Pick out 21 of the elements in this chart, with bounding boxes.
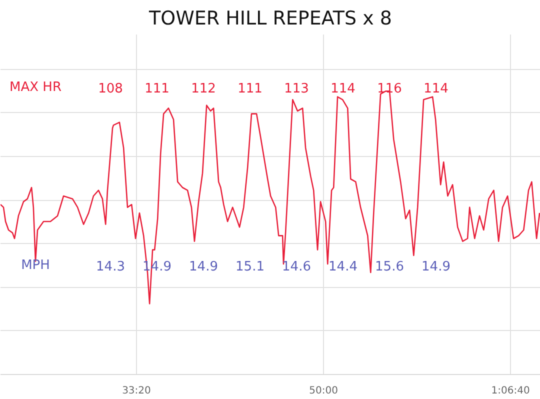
annotation: 111 (144, 82, 170, 96)
x-tick-label: 33:20 (122, 386, 151, 396)
annotation: 112 (191, 82, 216, 96)
annotation: 14.4 (328, 260, 358, 274)
annotation: 14.9 (422, 260, 450, 274)
annotation: 108 (98, 82, 123, 96)
annotation: 15.1 (236, 260, 264, 274)
chart-title: TOWER HILL REPEATS x 8 (148, 8, 392, 30)
annotation: 14.9 (189, 260, 218, 274)
annotation: MPH (21, 258, 50, 273)
annotation: 14.6 (282, 260, 311, 274)
annotation: 116 (377, 82, 402, 96)
annotation: 15.6 (375, 260, 404, 274)
annotation: 111 (238, 82, 262, 96)
annotation: 113 (284, 82, 309, 96)
annotation: 14.3 (96, 260, 125, 274)
annotation: MAX HR (10, 80, 62, 95)
x-tick-label: 50:00 (309, 386, 338, 396)
x-tick-label: 1:06:40 (491, 386, 530, 396)
annotation: 114 (424, 82, 448, 96)
annotation: 114 (330, 82, 356, 96)
